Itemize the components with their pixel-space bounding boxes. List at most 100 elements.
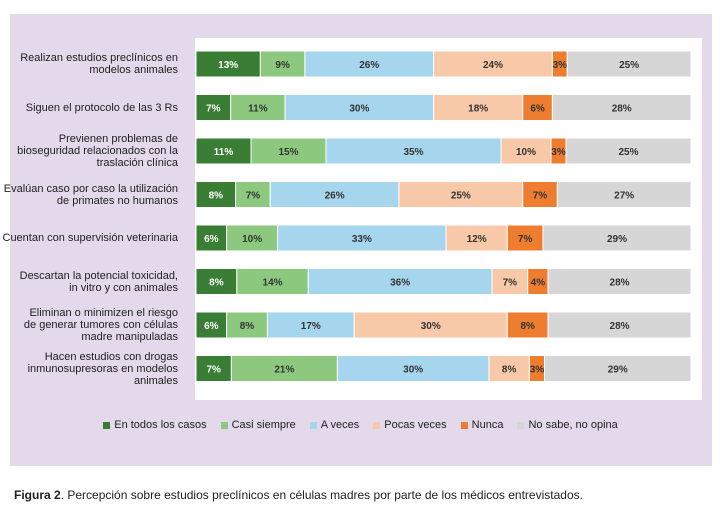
legend-item: Casi siempre — [220, 419, 296, 431]
category-label-line: traslación clínica — [96, 157, 178, 169]
category-label: Hacen estudios con drogas inmunosupresora… — [0, 351, 178, 387]
data-label: 25% — [619, 60, 639, 71]
legend-swatch — [517, 421, 525, 429]
category-label: Siguen el protocolo de las 3 Rs — [0, 102, 178, 114]
bar-segment — [353, 311, 508, 339]
legend-swatch — [309, 421, 317, 429]
data-label: 7% — [518, 234, 533, 245]
data-label: 25% — [451, 191, 471, 202]
bar-segment — [250, 137, 327, 165]
bar-segment — [226, 311, 268, 339]
data-label: 33% — [352, 234, 372, 245]
data-label: 10% — [242, 234, 262, 245]
data-label: 36% — [390, 278, 410, 289]
category-label-line: Cuentan con supervisión veterinaria — [2, 232, 179, 244]
bar-segment — [500, 137, 552, 165]
legend-label: Pocas veces — [384, 419, 447, 431]
category-label: Realizan estudios preclínicos en modelos … — [0, 52, 178, 76]
bar-segment — [307, 268, 493, 295]
bar-segment — [544, 355, 692, 382]
data-label: 29% — [607, 234, 627, 245]
data-label: 11% — [248, 104, 268, 115]
data-label: 6% — [530, 104, 545, 115]
data-label: 15% — [278, 147, 298, 158]
category-label-line: modelos animales — [89, 64, 178, 76]
data-label: 8% — [209, 278, 224, 289]
data-label: 7% — [503, 278, 518, 289]
bar-segment — [195, 181, 237, 208]
data-label: 8% — [520, 321, 535, 332]
caption-label: Figura 2 — [14, 488, 61, 502]
data-label: 30% — [403, 365, 423, 376]
category-label-line: Eliminan o minimizen el riesgo — [29, 307, 178, 319]
bar-segment — [491, 268, 529, 295]
data-label: 27% — [614, 191, 634, 202]
data-label: 8% — [209, 191, 224, 202]
bar-segment — [195, 94, 232, 121]
category-label-line: Evalúan caso por caso la utilización — [3, 182, 178, 195]
category-label: Descartan la potencial toxicidad, in vitr… — [0, 270, 178, 294]
legend-item: En todos los casos — [103, 419, 207, 431]
bar-segment — [556, 181, 692, 208]
data-label: 14% — [263, 278, 283, 289]
data-label: 12% — [467, 234, 487, 245]
legend-item: Nunca — [460, 419, 503, 431]
category-label: Evalúan caso por caso la utilización de p… — [0, 183, 178, 207]
bar-segment — [488, 355, 530, 382]
data-label: 6% — [204, 321, 219, 332]
bar-segment — [269, 181, 400, 208]
data-label: 4% — [531, 278, 546, 289]
data-label: 30% — [421, 321, 441, 332]
data-label: 7% — [206, 365, 221, 376]
data-label: 28% — [610, 321, 630, 332]
legend-swatch — [220, 421, 228, 429]
category-label-line: Realizan estudios preclínicos en — [20, 52, 178, 64]
bar-segment — [542, 224, 692, 252]
data-label: 8% — [240, 321, 255, 332]
category-label-line: madre manipuladas — [81, 331, 178, 343]
category-label-line: de primates no humanos — [56, 194, 178, 207]
category-label-line: Previenen problemas de — [58, 133, 178, 145]
category-label: Cuentan con supervisión veterinaria — [0, 232, 179, 244]
legend-swatch — [373, 421, 381, 429]
bar-segment — [547, 311, 692, 339]
data-label: 30% — [349, 104, 369, 115]
data-label: 7% — [206, 104, 221, 115]
bar-segment — [195, 137, 252, 165]
data-label: 3% — [530, 365, 545, 376]
bar-segment — [433, 50, 553, 78]
data-label: 9% — [275, 60, 290, 71]
legend-swatch — [460, 421, 468, 429]
category-label: Eliminan o minimizen el riesgo de generar… — [0, 307, 178, 343]
category-label-line: inmunosupresoras en modelos — [27, 362, 178, 375]
bar-segment — [506, 311, 549, 339]
bar-segment — [522, 94, 553, 121]
data-label: 21% — [274, 365, 294, 376]
data-label: 17% — [301, 321, 321, 332]
bar-segment — [236, 268, 309, 295]
bar-segment — [565, 137, 692, 165]
legend: En todos los casos Casi siempre A veces Poc… — [0, 419, 721, 431]
bar-segment — [304, 50, 435, 78]
data-label: 18% — [468, 104, 488, 115]
bar-segment — [266, 311, 355, 339]
bar-segment — [398, 181, 524, 208]
data-label: 28% — [610, 278, 630, 289]
legend-label: No sabe, no opina — [528, 419, 618, 431]
bar-segment — [522, 181, 558, 208]
data-label: 26% — [359, 60, 379, 71]
data-label: 29% — [608, 365, 628, 376]
data-label: 8% — [502, 365, 517, 376]
data-label: 10% — [516, 147, 536, 158]
data-label: 24% — [483, 60, 503, 71]
data-label: 7% — [533, 191, 548, 202]
category-label-line: in vitro y con animales — [69, 281, 178, 294]
legend-label: A veces — [320, 419, 360, 431]
caption-text: . Percepción sobre estudios preclínicos … — [60, 488, 583, 502]
data-label: 26% — [325, 191, 345, 202]
category-label-line: animales — [133, 374, 178, 387]
figure-caption: Figura 2. Percepción sobre estudios prec… — [14, 488, 583, 502]
bar-segment — [230, 355, 338, 382]
legend-label: En todos los casos — [114, 419, 207, 431]
legend-item: No sabe, no opina — [517, 419, 618, 431]
